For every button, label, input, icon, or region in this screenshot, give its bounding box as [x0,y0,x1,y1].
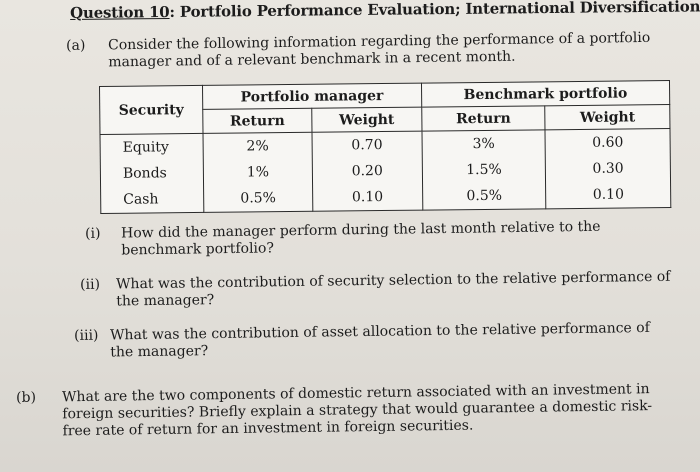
benchmark-weight-column: 0.60 0.30 0.10 [545,128,671,209]
question-iii-text: What was the contribution of asset alloc… [109,319,650,361]
manager-return-cell: 2% [246,138,269,155]
manager-return-header: Return [202,108,312,134]
part-a-label: (a) [66,37,86,54]
manager-weight-header: Weight [311,107,422,133]
question-ii-label: (ii) [80,276,101,293]
manager-weight-cell: 0.20 [351,163,383,180]
question-i-label: (i) [85,225,101,242]
benchmark-header: Benchmark portfolio [421,80,670,108]
benchmark-return-header: Return [421,106,546,132]
manager-weight-cell: 0.70 [351,137,383,154]
benchmark-return-cell: 3% [472,136,495,153]
question-title: : Portfolio Performance Evaluation; Inte… [169,0,700,21]
benchmark-weight-header: Weight [545,104,670,131]
benchmark-return-column: 3% 1.5% 0.5% [421,130,547,211]
question-heading: Question 10: Portfolio Performance Evalu… [70,0,700,22]
question-number: Question 10 [70,2,170,22]
question-iii: (iii) What was the contribution of asset… [74,320,676,361]
benchmark-return-cell: 0.5% [466,187,503,205]
question-ii-text: What was the contribution of security se… [115,268,671,310]
manager-weight-column: 0.70 0.20 0.10 [311,131,423,212]
part-a: (a) Consider the following information r… [66,30,666,71]
benchmark-weight-cell: 0.10 [592,186,625,203]
benchmark-return-cell: 1.5% [466,161,502,179]
manager-return-column: 2% 1% 0.5% [203,132,313,213]
question-ii: (ii) What was the contribution of securi… [80,269,676,310]
security-cell: Equity [122,139,169,157]
manager-return-cell: 1% [246,164,270,181]
security-cell: Bonds [122,165,167,182]
manager-weight-cell: 0.10 [351,189,384,206]
question-iii-label: (iii) [74,327,99,344]
part-b-text: What are the two components of domestic … [61,381,653,440]
manager-header: Portfolio manager [202,83,422,110]
benchmark-weight-cell: 0.30 [592,160,624,178]
part-a-text: Consider the following information regar… [107,29,651,71]
part-b: (b) What are the two components of domes… [16,381,676,439]
performance-table: Security Portfolio manager Benchmark por… [99,80,672,214]
security-column: Equity Bonds Cash [100,133,204,214]
security-header: Security [99,85,204,135]
security-cell: Cash [123,191,159,208]
question-i-text: How did the manager perform during the l… [120,218,601,259]
part-b-label: (b) [16,389,37,406]
benchmark-weight-cell: 0.60 [592,134,624,152]
question-i: (i) How did the manager perform during t… [85,218,675,259]
manager-return-cell: 0.5% [240,190,277,207]
